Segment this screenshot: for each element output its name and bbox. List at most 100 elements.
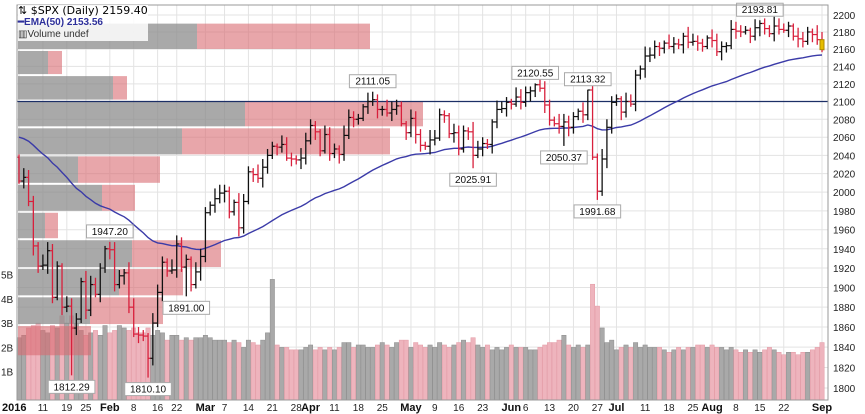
volume-bar: [365, 347, 371, 401]
x-tick-label: 18: [663, 403, 675, 414]
ohlc-bar: [131, 298, 137, 338]
volume-bar: [360, 344, 366, 401]
ohlc-bar: [327, 127, 333, 161]
volume-profile-up: [18, 128, 182, 155]
volume-bar: [657, 347, 662, 401]
ohlc-bar: [618, 96, 624, 121]
volume-bar: [97, 335, 103, 401]
ohlc-bar: [814, 25, 820, 45]
volume-bar: [255, 344, 261, 401]
x-tick-label: 6: [523, 403, 529, 414]
x-tick-label: May: [400, 402, 422, 414]
volume-profile-up: [18, 76, 113, 100]
annotation-label: 2120.55: [517, 68, 554, 79]
plot-border: [16, 4, 829, 401]
volume-tick-label: 4B: [1, 295, 14, 306]
volume-bar: [494, 347, 500, 401]
volume-bar: [427, 344, 433, 401]
volume-bar: [217, 339, 223, 401]
volume-bar: [351, 347, 357, 401]
volume-bar: [207, 337, 213, 401]
volume-bar: [805, 352, 811, 401]
ohlc-bar: [418, 129, 423, 152]
volume-bar: [212, 339, 218, 401]
ohlc-bar: [489, 119, 495, 154]
y-tick-label: 2100: [833, 97, 856, 108]
annotation-box: [736, 2, 784, 17]
ohlc-bar: [102, 245, 108, 273]
ohlc-bar: [183, 254, 189, 297]
x-tick-label: 16: [152, 403, 164, 414]
x-tick-label: 2016: [2, 402, 26, 414]
x-tick-label: 13: [544, 403, 556, 414]
volume-bar: [413, 342, 419, 401]
ohlc-bar: [575, 108, 581, 121]
volume-bar: [757, 352, 763, 401]
volume-bar: [738, 352, 744, 401]
x-tick-label: 27: [592, 403, 604, 414]
x-tick-label: Jun: [502, 402, 522, 414]
volume-profile-down: [197, 23, 370, 49]
y-tick-label: 2020: [833, 170, 856, 181]
volume-profile-up: [18, 240, 132, 268]
x-tick-label: Jul: [609, 402, 625, 414]
y-tick-label: 1920: [833, 264, 856, 275]
volume-bar: [260, 339, 266, 401]
ohlc-bar: [547, 99, 553, 126]
x-tick-label: 20: [568, 403, 580, 414]
volume-profile-up: [18, 212, 45, 239]
y-tick-label: 1820: [833, 363, 856, 374]
volume-profile-up: [18, 101, 245, 127]
ohlc-bar: [169, 259, 175, 274]
ohlc-bar: [714, 33, 720, 57]
volume-bar: [809, 349, 815, 401]
volume-bar: [551, 342, 557, 401]
ohlc-bar: [83, 270, 89, 320]
ohlc-bar: [308, 119, 314, 145]
ohlc-bar: [690, 33, 696, 46]
volume-bar: [102, 325, 108, 401]
volume-bar: [183, 337, 189, 401]
volume-bar: [231, 339, 237, 401]
volume-profile-up: [18, 297, 90, 325]
y-tick-label: 1800: [833, 384, 856, 395]
volume-bar: [236, 342, 242, 401]
ohlc-bar: [317, 129, 323, 157]
volume-bar: [704, 347, 710, 401]
volume-bar: [389, 347, 395, 401]
volume-bar: [336, 347, 342, 401]
annotation-box: [540, 150, 588, 165]
volume-bar: [432, 347, 438, 401]
ohlc-bar: [97, 263, 103, 303]
volume-profile-up: [18, 156, 78, 183]
x-tick-label: 25: [687, 403, 699, 414]
volume-bar: [437, 342, 443, 401]
ohlc-bar: [800, 31, 806, 48]
volume-bar: [628, 347, 634, 401]
volume-bar: [461, 339, 466, 401]
legend-symbol-text: $SPX (Daily) 2159.40: [30, 4, 148, 17]
ohlc-bar: [461, 125, 467, 153]
volume-bar: [174, 335, 180, 401]
volume-bar: [676, 347, 682, 401]
volume-bar: [403, 339, 409, 401]
ohlc-bar: [475, 140, 481, 159]
x-tick-label: 19: [61, 403, 73, 414]
ohlc-bar: [523, 86, 529, 107]
ohlc-bar: [790, 23, 796, 41]
ohlc-bar: [174, 235, 180, 278]
volume-bar: [375, 344, 380, 401]
ohlc-bar: [413, 111, 419, 144]
volume-bar: [245, 339, 251, 401]
volume-bar: [384, 344, 390, 401]
ohlc-bar: [446, 113, 452, 139]
volume-bar: [226, 342, 232, 401]
ohlc-bar: [747, 27, 753, 44]
volume-bar: [355, 344, 361, 401]
volume-bar: [795, 354, 801, 401]
volume-bar: [695, 344, 701, 401]
ohlc-bar: [542, 81, 548, 114]
annotation-box: [449, 172, 497, 187]
volume-bar: [250, 342, 256, 401]
